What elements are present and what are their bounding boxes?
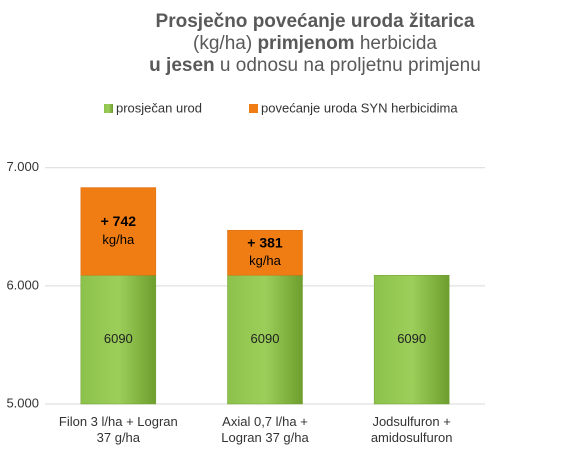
bar-segment [80,274,157,405]
bar-segment [227,229,303,276]
chart-title-line: Prosječno povećanje uroda žitarica [156,11,475,32]
data-label-unit: kg/ha [102,232,135,247]
x-tick-label: Filon 3 l/ha + Logran 37 g/ha [58,414,178,445]
data-label: + 381 [247,234,283,250]
x-tick-label: Axial 0,7 l/ha + Logran 37 g/ha [221,414,309,445]
title-run: u odnosu na proljetnu primjenu [215,55,481,76]
y-tick-label: 5.000 [6,395,39,410]
y-tick-label: 6.000 [6,277,39,292]
bar-segment [80,187,157,276]
bar-segment [227,274,303,405]
legend-label: povećanje uroda SYN herbicidima [261,100,458,115]
chart-title-line: u jesen u odnosu na proljetnu primjenu [149,55,481,76]
title-run: (kg/ha) [193,33,257,54]
y-tick-label: 7.000 [6,159,39,174]
title-run: primjenom [257,33,354,54]
legend-swatch [104,104,113,113]
data-label: + 742 [101,213,137,229]
data-label: 6090 [397,331,426,346]
data-label: 6090 [104,331,133,346]
data-label: 6090 [251,331,280,346]
title-run: Prosječno povećanje uroda žitarica [156,11,475,32]
x-tick-label: Jodsulfuron + amidosulfuron [370,414,453,445]
legend-label: prosječan urod [116,100,202,115]
data-label-unit: kg/ha [249,253,282,268]
chart-title-line: (kg/ha) primjenom herbicida [193,33,437,54]
bar-segment [373,274,450,405]
title-run: u jesen [149,55,214,76]
title-run: herbicida [355,33,438,54]
legend-swatch [249,104,258,113]
